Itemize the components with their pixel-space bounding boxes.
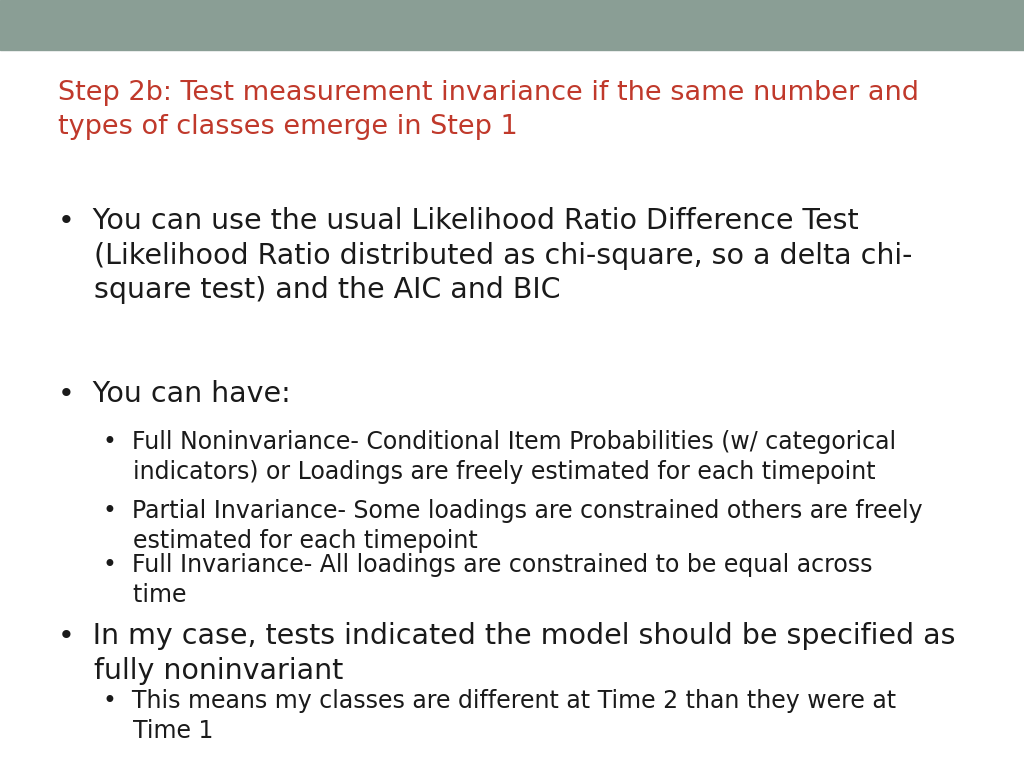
Text: •  Full Noninvariance- Conditional Item Probabilities (w/ categorical
    indica: • Full Noninvariance- Conditional Item P…	[103, 430, 896, 484]
Text: •  Full Invariance- All loadings are constrained to be equal across
    time: • Full Invariance- All loadings are cons…	[103, 553, 872, 607]
Text: •  You can use the usual Likelihood Ratio Difference Test
    (Likelihood Ratio : • You can use the usual Likelihood Ratio…	[58, 207, 912, 304]
Text: •  Partial Invariance- Some loadings are constrained others are freely
    estim: • Partial Invariance- Some loadings are …	[103, 499, 923, 553]
Bar	[0, 0, 1024, 50]
Text: •  You can have:: • You can have:	[58, 380, 291, 408]
Text: •  In my case, tests indicated the model should be specified as
    fully noninv: • In my case, tests indicated the model …	[58, 622, 955, 684]
Text: •  This means my classes are different at Time 2 than they were at
    Time 1: • This means my classes are different at…	[103, 689, 896, 743]
Text: Step 2b: Test measurement invariance if the same number and
types of classes eme: Step 2b: Test measurement invariance if …	[58, 80, 919, 140]
